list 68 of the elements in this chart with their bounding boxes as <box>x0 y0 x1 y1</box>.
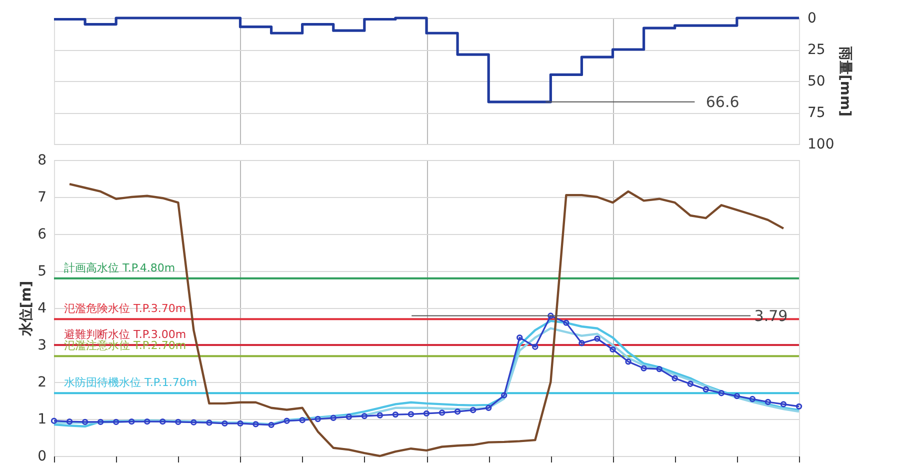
y-axis-title: 雨量[mm] <box>837 46 854 116</box>
point <box>222 420 228 427</box>
point <box>438 410 446 416</box>
point <box>454 408 461 415</box>
point <box>578 340 585 346</box>
y-tick-label: 75 <box>808 105 826 121</box>
point <box>516 334 523 341</box>
y-tick-label: 1 <box>38 412 46 428</box>
y-tick-label: 3 <box>38 338 46 354</box>
y-tick-label: 5 <box>38 264 46 280</box>
point <box>656 366 662 372</box>
point <box>734 392 740 400</box>
y-tick-label: 100 <box>808 136 834 152</box>
ref-line-label: 避難判断水位 T.P.3.00m <box>64 328 186 341</box>
point <box>128 418 135 425</box>
point <box>749 396 756 402</box>
point <box>330 414 336 421</box>
point <box>532 344 538 350</box>
y-tick-label: 6 <box>38 226 47 242</box>
point <box>640 365 647 372</box>
point <box>408 411 414 418</box>
point <box>392 411 399 418</box>
point <box>66 418 73 425</box>
point <box>346 414 352 420</box>
y-tick-label: 2 <box>38 374 46 390</box>
ref-line-label: 水防団待機水位 T.P.1.70m <box>64 376 198 390</box>
point <box>610 346 616 353</box>
point <box>206 420 212 426</box>
point <box>144 418 150 425</box>
y-tick-label: 8 <box>38 152 46 168</box>
point <box>112 418 120 426</box>
point <box>361 412 368 420</box>
point <box>97 418 104 426</box>
point <box>284 418 290 424</box>
point <box>780 401 787 408</box>
point <box>548 312 554 319</box>
point <box>672 375 678 382</box>
point <box>625 358 632 365</box>
y-tick-label: 4 <box>38 300 47 316</box>
point <box>376 412 384 418</box>
point <box>160 418 166 425</box>
point <box>190 419 197 426</box>
point <box>314 416 321 422</box>
y-tick-label: 0 <box>808 10 816 26</box>
point <box>594 336 600 342</box>
ref-line-label: 氾濫危険水位 T.P.3.70m <box>64 302 186 316</box>
point <box>237 420 244 427</box>
y-tick-label: 50 <box>808 74 826 90</box>
y-tick-label: 7 <box>38 190 46 206</box>
point <box>175 418 182 426</box>
point <box>702 386 709 392</box>
annotation: 66.6 <box>706 92 740 111</box>
point <box>764 398 772 406</box>
y-axis-title: 水位[m] <box>18 280 35 338</box>
point <box>299 417 306 424</box>
y-tick-label: 0 <box>38 448 46 464</box>
point <box>687 380 694 387</box>
point <box>485 404 492 411</box>
ref-line-label: 計画高水位 T.P.4.80m <box>64 261 176 274</box>
point <box>268 422 274 428</box>
y-tick-label: 25 <box>808 42 826 58</box>
point <box>718 390 724 396</box>
point <box>470 407 476 414</box>
point <box>423 410 430 417</box>
point <box>252 421 259 428</box>
point <box>563 320 570 326</box>
point <box>82 418 88 426</box>
point <box>501 392 508 398</box>
